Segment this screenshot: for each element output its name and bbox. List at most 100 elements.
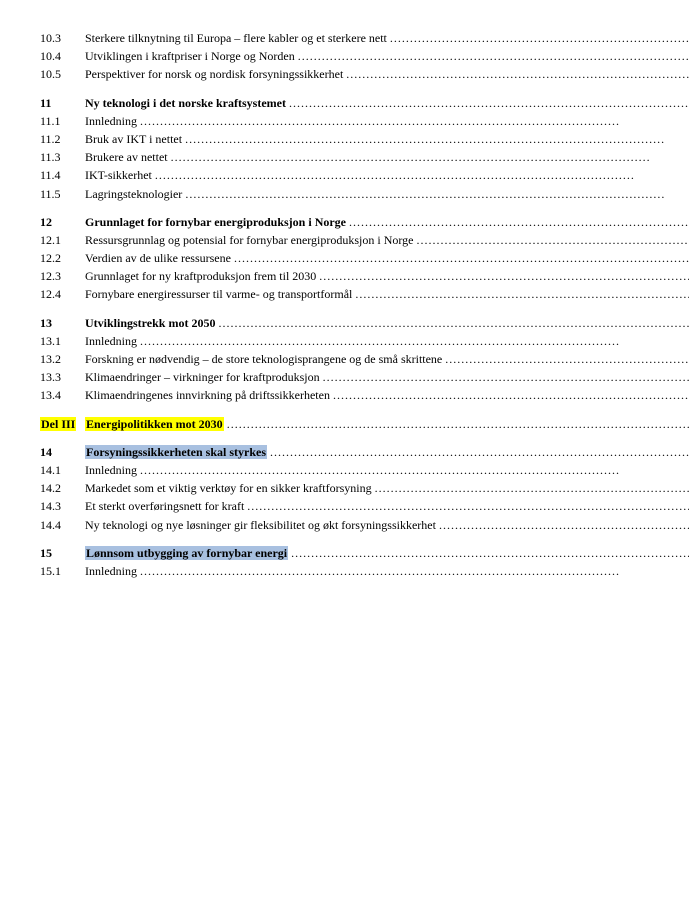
toc-number: 15 — [40, 545, 85, 561]
toc-title: Forskning er nødvendig – de store teknol… — [85, 351, 442, 367]
toc-page: 171 — [689, 351, 698, 367]
toc-page: 180 — [689, 444, 698, 460]
toc-title: Ny teknologi i det norske kraftsystemet — [85, 95, 286, 111]
toc-left-column: 10.3Sterkere tilknytning til Europa – fl… — [40, 30, 698, 606]
toc-spacer — [40, 434, 698, 444]
toc-page: 153 — [689, 186, 698, 202]
toc-page: 187 — [689, 563, 698, 579]
toc-number: 11.5 — [40, 186, 85, 202]
toc-title: Utviklingstrekk mot 2050 — [85, 315, 215, 331]
toc-spacer — [40, 535, 698, 545]
toc-row: 12.4Fornybare energiressurser til varme-… — [40, 286, 698, 302]
toc-row: 11.5Lagringsteknologier.................… — [40, 186, 698, 202]
toc-title: Ressursgrunnlag og potensial for fornyba… — [85, 232, 414, 248]
toc-title: Lønnsom utbygging av fornybar energi — [85, 545, 288, 561]
toc-title-cell: Forskning er nødvendig – de store teknol… — [85, 351, 689, 367]
toc-row: 11.4IKT-sikkerhet.......................… — [40, 167, 698, 183]
toc-number: 10.4 — [40, 48, 85, 64]
toc-title-cell: Fornybare energiressurser til varme- og … — [85, 286, 689, 302]
toc-title-cell: Lønnsom utbygging av fornybar energi....… — [85, 545, 689, 561]
toc-leader: ........................................… — [224, 416, 689, 432]
toc-page: 135 — [689, 48, 698, 64]
toc-row: 12.1Ressursgrunnlag og potensial for for… — [40, 232, 698, 248]
toc-number: 13 — [40, 315, 85, 331]
toc-number: 14.4 — [40, 517, 85, 533]
toc-title: Grunnlaget for ny kraftproduksjon frem t… — [85, 268, 316, 284]
toc-leader: ........................................… — [387, 30, 689, 46]
toc-title: Energipolitikken mot 2030 — [85, 416, 224, 432]
toc-title-cell: Et sterkt overføringsnett for kraft.....… — [85, 498, 689, 514]
toc-number: 12.1 — [40, 232, 85, 248]
toc-title-cell: Ressursgrunnlag og potensial for fornyba… — [85, 232, 689, 248]
toc-title: Forsyningssikkerheten skal styrkes — [85, 444, 267, 460]
toc-leader: ........................................… — [152, 167, 689, 183]
toc-row: 12Grunnlaget for fornybar energiproduksj… — [40, 214, 698, 230]
toc-page: 173 — [689, 369, 698, 385]
toc-spacer — [40, 85, 698, 95]
toc-title: Innledning — [85, 462, 137, 478]
toc-page: 174 — [689, 387, 698, 403]
toc-number: 13.2 — [40, 351, 85, 367]
toc-page: 185 — [689, 517, 698, 533]
toc-title: Innledning — [85, 333, 137, 349]
toc-title: Innledning — [85, 113, 137, 129]
toc-title-cell: Utviklingen i kraftpriser i Norge og Nor… — [85, 48, 689, 64]
toc-row: 10.5Perspektiver for norsk og nordisk fo… — [40, 66, 698, 82]
toc-title: Ny teknologi og nye løsninger gir fleksi… — [85, 517, 436, 533]
toc-page: 181 — [689, 480, 698, 496]
toc-row: 13Utviklingstrekk mot 2050..............… — [40, 315, 698, 331]
toc-leader: ........................................… — [286, 95, 689, 111]
toc-title: Klimaendringer – virkninger for kraftpro… — [85, 369, 320, 385]
toc-row: 13.4Klimaendringenes innvirkning på drif… — [40, 387, 698, 403]
toc-row: 13.3Klimaendringer – virkninger for kraf… — [40, 369, 698, 385]
toc-row: 14.3Et sterkt overføringsnett for kraft.… — [40, 498, 698, 514]
toc-row: 13.2Forskning er nødvendig – de store te… — [40, 351, 698, 367]
toc-number: 14.2 — [40, 480, 85, 496]
toc-leader: ........................................… — [244, 498, 688, 514]
toc-row: 12.3Grunnlaget for ny kraftproduksjon fr… — [40, 268, 698, 284]
toc-number: 14.3 — [40, 498, 85, 514]
toc-title-cell: Verdien av de ulike ressursene..........… — [85, 250, 689, 266]
toc-number: 13.4 — [40, 387, 85, 403]
toc-number: 12.2 — [40, 250, 85, 266]
toc-page: 136 — [689, 66, 698, 82]
toc-page: 170 — [689, 333, 698, 349]
toc-title-cell: Innledning..............................… — [85, 563, 689, 579]
toc-number: 11.1 — [40, 113, 85, 129]
toc-title: Klimaendringenes innvirkning på driftssi… — [85, 387, 330, 403]
toc-number: 11.3 — [40, 149, 85, 165]
toc-number: 11 — [40, 95, 85, 111]
toc-number: 12.3 — [40, 268, 85, 284]
toc-row: 11.2Bruk av IKT i nettet................… — [40, 131, 698, 147]
toc-title-cell: Innledning..............................… — [85, 462, 689, 478]
toc-leader: ........................................… — [182, 131, 689, 147]
toc-title-cell: Energipolitikken mot 2030...............… — [85, 416, 689, 432]
toc-title: Grunnlaget for fornybar energiproduksjon… — [85, 214, 346, 230]
toc-leader: ........................................… — [295, 48, 689, 64]
toc-leader: ........................................… — [320, 369, 689, 385]
toc-page: 180 — [689, 462, 698, 478]
toc-number: 14 — [40, 444, 85, 460]
toc-title-cell: Ny teknologi og nye løsninger gir fleksi… — [85, 517, 689, 533]
toc-page: 167 — [689, 268, 698, 284]
toc-number: 10.5 — [40, 66, 85, 82]
toc-page: 164 — [689, 250, 698, 266]
toc-leader: ........................................… — [137, 113, 689, 129]
toc-row: 14.1Innledning..........................… — [40, 462, 698, 478]
toc-number: 11.4 — [40, 167, 85, 183]
toc-page: 177 — [689, 416, 698, 432]
toc-spacer — [40, 305, 698, 315]
toc-page: 148 — [689, 149, 698, 165]
toc-spacer — [40, 406, 698, 416]
toc-row: 15.1Innledning..........................… — [40, 563, 698, 579]
toc-number: 12.4 — [40, 286, 85, 302]
toc-page: 187 — [689, 545, 698, 561]
toc-page: 155 — [689, 214, 698, 230]
toc-number: 11.2 — [40, 131, 85, 147]
toc-title: Perspektiver for norsk og nordisk forsyn… — [85, 66, 343, 82]
toc-title-cell: Sterkere tilknytning til Europa – flere … — [85, 30, 689, 46]
toc-title-cell: Lagringsteknologier.....................… — [85, 186, 689, 202]
toc-leader: ........................................… — [137, 462, 689, 478]
toc-title: IKT-sikkerhet — [85, 167, 152, 183]
toc-leader: ........................................… — [168, 149, 689, 165]
